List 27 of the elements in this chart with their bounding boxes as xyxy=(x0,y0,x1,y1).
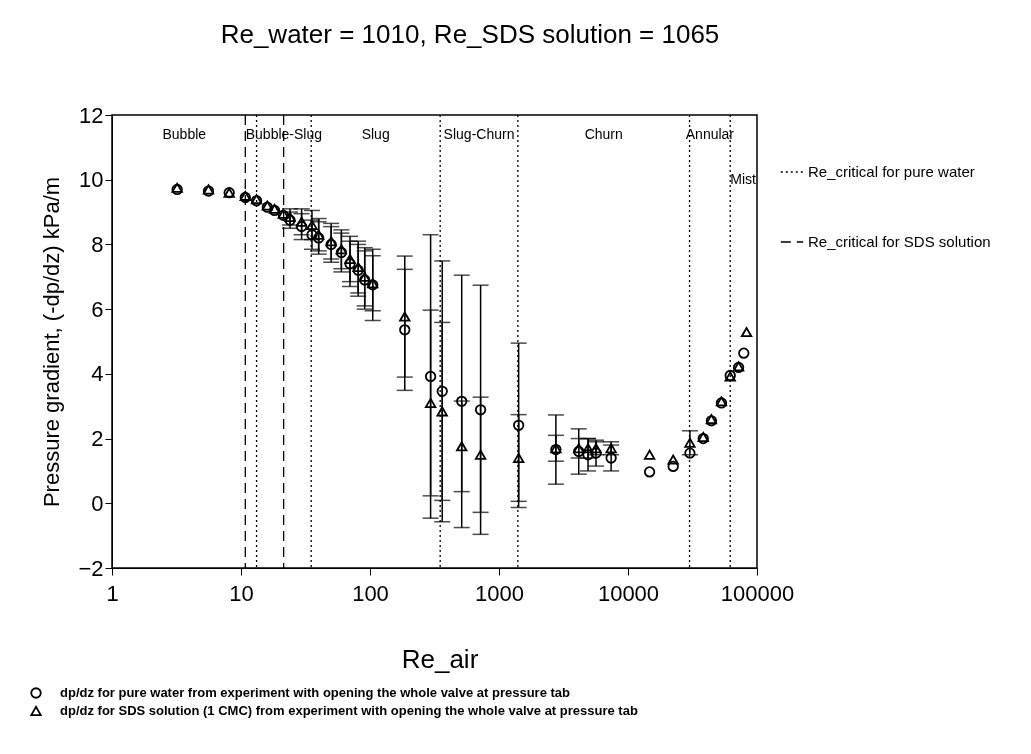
x-tick-label: 100000 xyxy=(720,580,795,606)
y-axis-title: Pressure gradient, (-dp/dz) kPa/m xyxy=(39,176,65,508)
legend-label: dp/dz for pure water from experiment with opening the whole valve at pressure tab xyxy=(60,685,571,700)
y-tick-label: 8 xyxy=(91,231,104,257)
chart-title: Re_water = 1010, Re_SDS solution = 1065 xyxy=(220,19,720,49)
annotation: Churn xyxy=(584,126,623,142)
y-tick-label: 12 xyxy=(79,102,104,128)
annotation: Slug xyxy=(361,126,390,142)
x-tick-label: 100 xyxy=(352,580,389,606)
text: Re_critical for SDS solution xyxy=(808,233,991,250)
y-tick-label: 4 xyxy=(91,361,104,387)
y-tick-label: 0 xyxy=(91,490,104,516)
x-tick-label: 10 xyxy=(229,580,254,606)
y-tick-label: 2 xyxy=(91,426,104,452)
y-tick-label: 6 xyxy=(91,296,104,322)
annotation: Annular xyxy=(685,126,735,142)
x-tick-label: 1000 xyxy=(475,580,524,606)
legend-label: dp/dz for SDS solution (1 CMC) from experiment with opening the whole valve at pressure tab xyxy=(60,703,638,718)
x-tick-label: 1 xyxy=(106,580,119,606)
text: Re_critical for pure water xyxy=(808,163,975,180)
x-tick-label: 10000 xyxy=(597,580,660,606)
annotation: Mist xyxy=(730,171,757,187)
annotation: Bubble xyxy=(162,126,207,142)
y-tick-label: −2 xyxy=(78,555,104,581)
y-tick-label: 10 xyxy=(79,167,104,193)
x-axis-title: Re_air xyxy=(401,644,479,674)
annotation: Slug-Churn xyxy=(443,126,515,142)
